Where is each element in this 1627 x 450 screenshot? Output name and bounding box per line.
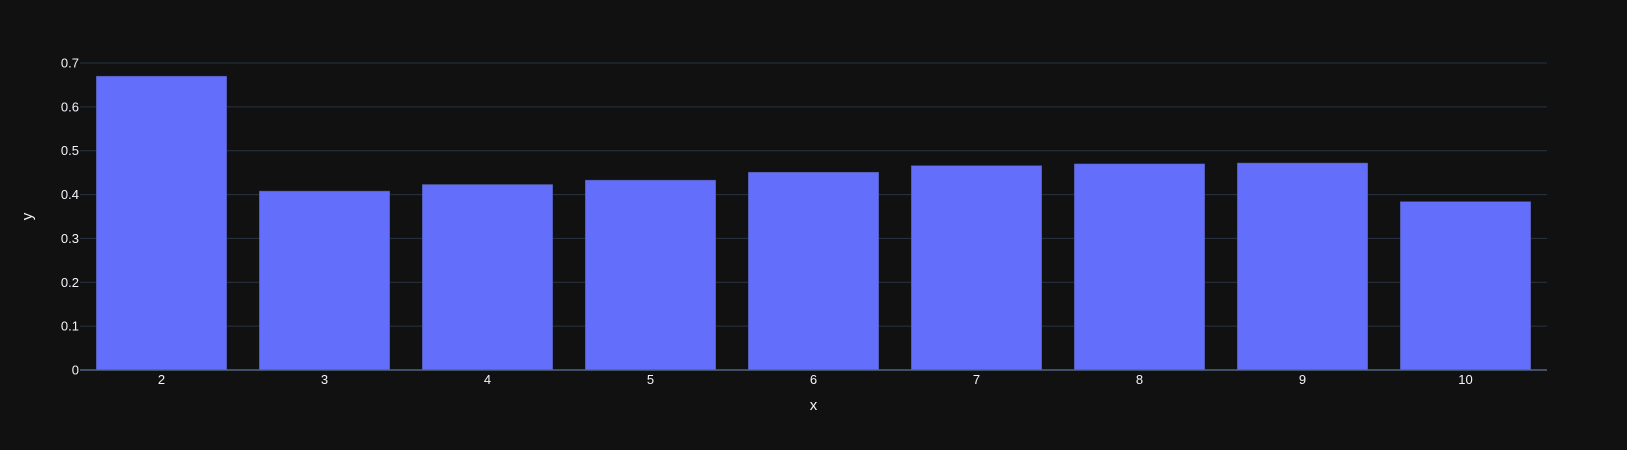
x-tick-label: 4 xyxy=(484,372,491,387)
y-tick-label: 0.7 xyxy=(61,56,79,71)
y-tick-labels: 0 0.1 0.2 0.3 0.4 0.5 0.6 0.7 xyxy=(61,56,79,378)
x-axis-title: x xyxy=(810,397,818,414)
y-tick-label: 0.2 xyxy=(61,275,79,290)
x-tick-label: 5 xyxy=(647,372,654,387)
y-tick-label: 0.3 xyxy=(61,231,79,246)
bar xyxy=(259,190,390,371)
bar xyxy=(911,165,1042,371)
bar xyxy=(748,171,879,371)
bar xyxy=(1237,162,1368,371)
y-tick-label: 0 xyxy=(72,363,79,378)
x-tick-label: 8 xyxy=(1136,372,1143,387)
bar-series xyxy=(96,75,1531,371)
x-tick-label: 10 xyxy=(1458,372,1472,387)
y-tick-label: 0.5 xyxy=(61,143,79,158)
bar xyxy=(585,179,716,371)
bar xyxy=(96,75,227,371)
y-axis-title: y xyxy=(19,212,36,220)
x-tick-labels: 2 3 4 5 6 7 8 9 10 xyxy=(158,372,1473,387)
bar xyxy=(1400,201,1531,371)
bar xyxy=(1074,163,1205,371)
y-tick-label: 0.1 xyxy=(61,319,79,334)
x-tick-label: 3 xyxy=(321,372,328,387)
y-tick-label: 0.4 xyxy=(61,187,79,202)
y-tick-label: 0.6 xyxy=(61,99,79,114)
x-tick-label: 6 xyxy=(810,372,817,387)
x-tick-label: 9 xyxy=(1299,372,1306,387)
x-tick-label: 7 xyxy=(973,372,980,387)
x-tick-label: 2 xyxy=(158,372,165,387)
bar xyxy=(422,184,553,371)
